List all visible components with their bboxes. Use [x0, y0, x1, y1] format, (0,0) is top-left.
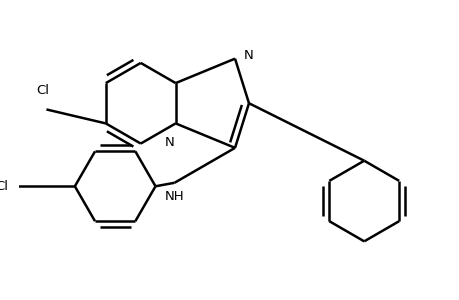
Text: N: N — [165, 136, 174, 149]
Text: Cl: Cl — [0, 180, 9, 193]
Text: N: N — [243, 49, 252, 62]
Text: NH: NH — [164, 190, 184, 203]
Text: Cl: Cl — [36, 84, 50, 97]
